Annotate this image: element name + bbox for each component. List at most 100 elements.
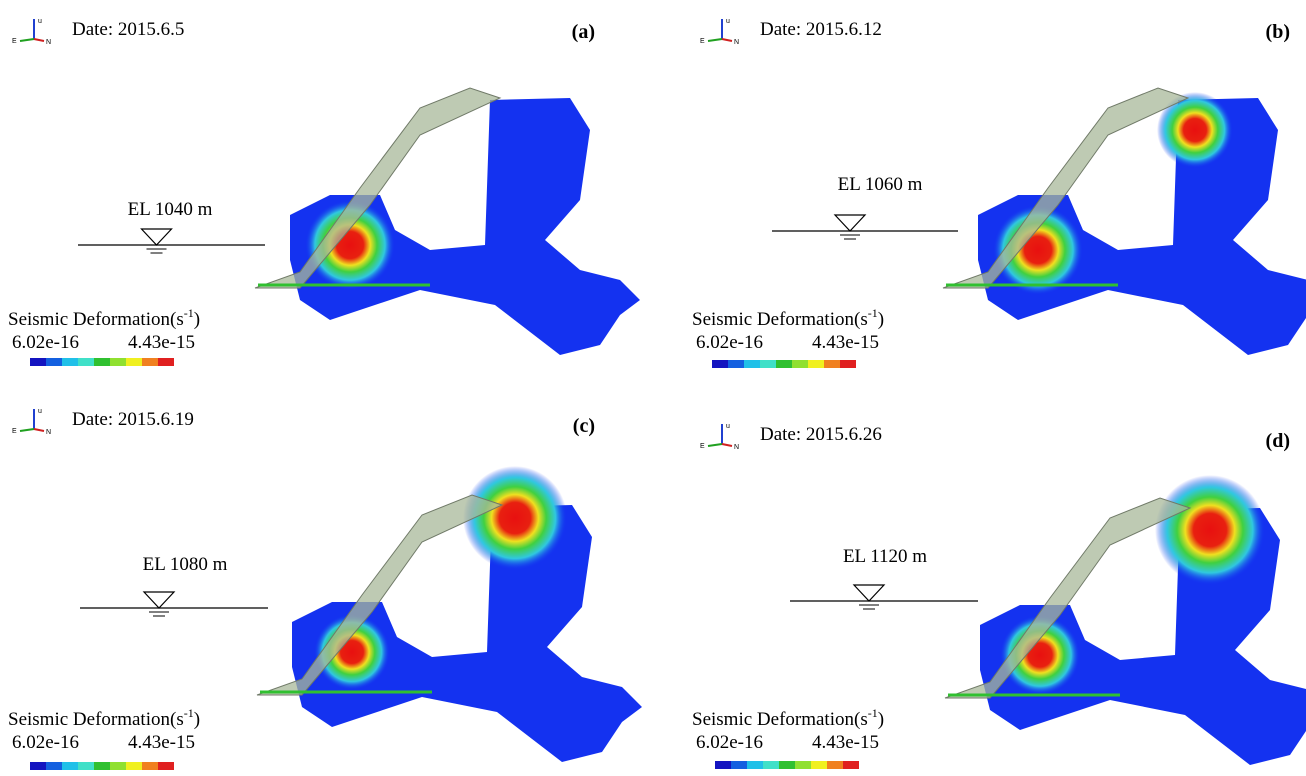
colorbar-segment <box>792 360 808 368</box>
colorbar-segment <box>46 762 62 770</box>
legend-title: Seismic Deformation(s-1) <box>8 706 200 730</box>
colorbar-segment <box>62 762 78 770</box>
compass-north <box>34 39 44 41</box>
panel: u E N Date: 2015.6.26 (d) EL 1120 m Seismic De… <box>692 423 1306 769</box>
axis-north: N <box>734 39 739 46</box>
legend-min: 6.02e-16 <box>696 332 763 353</box>
panel-label: (b) <box>1266 21 1290 43</box>
compass-east <box>708 39 722 41</box>
legend-title-text: Seismic Deformation(s <box>692 309 868 330</box>
page: {"panels": [ {"label": "(a)", "date": "D… <box>0 0 1306 771</box>
axis-east: E <box>700 443 705 450</box>
colorbar-segment <box>78 358 94 366</box>
colorbar-segment <box>808 360 824 368</box>
colorbar-segment <box>840 360 856 368</box>
colorbar-segment <box>715 761 731 769</box>
figure: u E N Date: 2015.6.5 (a) EL 1040 m Seismic Def… <box>0 0 1306 771</box>
elevation: EL 1060 m <box>838 174 923 195</box>
date: Date: 2015.6.12 <box>760 19 882 40</box>
legend-title: Seismic Deformation(s-1) <box>692 706 884 730</box>
water-symbol <box>854 585 884 601</box>
colorbar-segment <box>760 360 776 368</box>
legend-title-close: ) <box>878 709 884 730</box>
colorbar-segment <box>126 762 142 770</box>
colorbar-segment <box>824 360 840 368</box>
axis-north: N <box>734 444 739 451</box>
legend-title-close: ) <box>878 309 884 330</box>
colorbar-segment <box>811 761 827 769</box>
legend-title: Seismic Deformation(s-1) <box>8 306 200 330</box>
colorbar-segment <box>712 360 728 368</box>
colorbar-segment <box>747 761 763 769</box>
compass-east <box>20 39 34 41</box>
colorbar-segment <box>158 358 174 366</box>
colorbar-segment <box>744 360 760 368</box>
axis-up: u <box>726 18 730 25</box>
legend-title-text: Seismic Deformation(s <box>692 709 868 730</box>
axis-up: u <box>38 408 42 415</box>
panel: u E N Date: 2015.6.12 (b) EL 1060 m Seismic De… <box>692 18 1306 368</box>
axis-north: N <box>46 39 51 46</box>
axis-north: N <box>46 429 51 436</box>
water-symbol <box>142 229 172 245</box>
panel-label: (d) <box>1266 430 1290 452</box>
legend-title-exponent: -1 <box>184 706 194 720</box>
colorbar-segment <box>776 360 792 368</box>
elevation: EL 1120 m <box>843 546 927 567</box>
legend-max: 4.43e-15 <box>128 732 195 753</box>
panel-label: (c) <box>573 415 595 437</box>
legend-title-close: ) <box>194 709 200 730</box>
colorbar-segment <box>110 762 126 770</box>
water-symbol <box>835 215 865 231</box>
colorbar-segment <box>94 358 110 366</box>
colorbar-segment <box>30 762 46 770</box>
colorbar-segment <box>126 358 142 366</box>
axis-east: E <box>12 428 17 435</box>
compass-north <box>34 429 44 431</box>
colorbar-segment <box>78 762 94 770</box>
legend-max: 4.43e-15 <box>812 332 879 353</box>
colorbar-segment <box>779 761 795 769</box>
elevation: EL 1080 m <box>143 554 228 575</box>
panel: u E N Date: 2015.6.5 (a) EL 1040 m Seismic Def… <box>8 18 640 366</box>
elevation: EL 1040 m <box>128 199 213 220</box>
legend-min: 6.02e-16 <box>12 732 79 753</box>
compass-north <box>722 39 732 41</box>
axis-east: E <box>700 38 705 45</box>
colorbar-segment <box>110 358 126 366</box>
date: Date: 2015.6.26 <box>760 424 882 445</box>
colorbar-segment <box>142 762 158 770</box>
legend-title-text: Seismic Deformation(s <box>8 309 184 330</box>
colorbar-segment <box>142 358 158 366</box>
legend-max: 4.43e-15 <box>128 332 195 353</box>
colorbar-segment <box>827 761 843 769</box>
compass-east <box>708 444 722 446</box>
colorbar-segment <box>731 761 747 769</box>
colorbar-segment <box>94 762 110 770</box>
colorbar-segment <box>843 761 859 769</box>
date: Date: 2015.6.5 <box>72 19 184 40</box>
legend-max: 4.43e-15 <box>812 732 879 753</box>
legend-title-text: Seismic Deformation(s <box>8 709 184 730</box>
colorbar-segment <box>763 761 779 769</box>
compass-east <box>20 429 34 431</box>
colorbar-segment <box>728 360 744 368</box>
deformation-hotspot <box>1155 475 1265 585</box>
colorbar-segment <box>795 761 811 769</box>
axis-up: u <box>726 423 730 430</box>
legend-title: Seismic Deformation(s-1) <box>692 306 884 330</box>
date: Date: 2015.6.19 <box>72 409 194 430</box>
colorbar-segment <box>62 358 78 366</box>
panel-label: (a) <box>572 21 595 43</box>
legend-title-exponent: -1 <box>184 306 194 320</box>
deformation-hotspot <box>463 466 567 570</box>
axis-up: u <box>38 18 42 25</box>
compass-north <box>722 444 732 446</box>
water-symbol <box>144 592 174 608</box>
panel: u E N Date: 2015.6.19 (c) EL 1080 m Seismic De… <box>8 408 642 770</box>
legend-title-exponent: -1 <box>868 306 878 320</box>
axis-east: E <box>12 38 17 45</box>
legend-title-exponent: -1 <box>868 706 878 720</box>
legend-title-close: ) <box>194 309 200 330</box>
colorbar-segment <box>158 762 174 770</box>
